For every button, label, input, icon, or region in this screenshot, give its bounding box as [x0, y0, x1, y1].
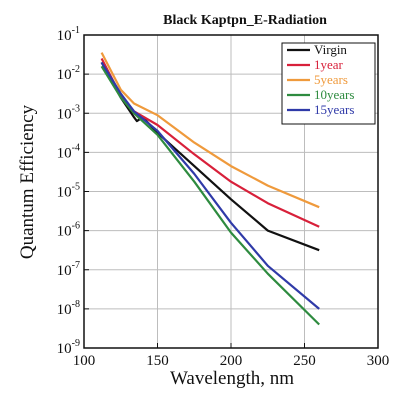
y-axis-label: Quantum Efficiency	[17, 104, 38, 259]
legend-label: Virgin	[314, 42, 347, 57]
x-tick-label: 100	[73, 353, 96, 369]
legend-label: 5years	[314, 72, 348, 87]
x-tick-labels: 100 150 200 250 300	[73, 343, 390, 369]
y-tick-label: 10-3	[57, 103, 80, 122]
legend-label: 15years	[314, 102, 354, 117]
y-tick-label: 10-4	[57, 142, 80, 161]
y-tick-label: 10-7	[57, 260, 80, 279]
y-tick-labels: 10-1 10-2 10-3 10-4 10-5 10-6 10-7 10-8 10-9	[57, 25, 89, 357]
y-tick-label: 10-1	[57, 25, 80, 44]
x-axis-label: Wavelength, nm	[170, 368, 294, 389]
legend-label: 10years	[314, 87, 354, 102]
chart-title: Black Kaptpn_E-Radiation	[163, 13, 327, 28]
series-line-15years	[100, 61, 320, 310]
y-tick-label: 10-6	[57, 221, 80, 240]
legend-label: 1year	[314, 57, 344, 72]
x-tick-label: 300	[367, 353, 390, 369]
series-lines	[100, 52, 320, 326]
x-tick-label: 200	[220, 353, 243, 369]
series-line-10years	[100, 65, 320, 326]
y-tick-label: 10-9	[57, 338, 80, 357]
y-tick-label: 10-8	[57, 299, 80, 318]
series-line-5years	[100, 52, 320, 209]
y-tick-label: 10-5	[57, 182, 80, 201]
x-tick-label: 150	[146, 353, 169, 369]
x-tick-label: 250	[293, 353, 316, 369]
y-tick-label: 10-2	[57, 64, 80, 83]
